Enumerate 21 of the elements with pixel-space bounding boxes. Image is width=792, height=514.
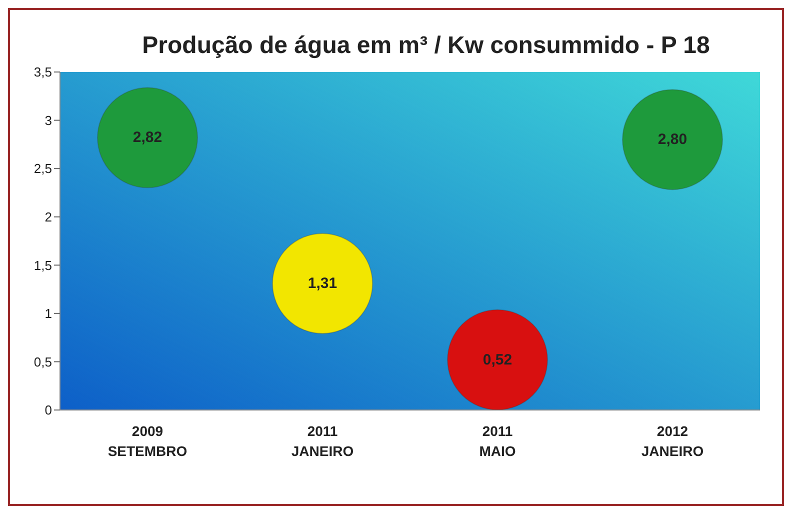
y-tick-label: 0,5 [34,354,52,370]
x-tick-label: 2009 SETEMBRO [108,423,188,459]
y-tick-label: 3 [44,112,52,128]
y-tick-label: 3,5 [34,64,52,80]
x-tick-label: 2011 MAIO [479,423,516,459]
data-label: 2,82 [132,129,162,146]
point [272,232,373,334]
chart-title: Produção de água em m³ / Kw consummido - P 18 [141,32,711,60]
x-tick-label: 2011 JANEIRO [291,423,354,459]
data-label: 2,80 [658,131,688,148]
y-tick-label: 1,5 [34,258,52,273]
point [622,89,723,190]
y-tick-label: 0 [44,402,52,418]
point [97,87,198,188]
y-tick-label: 2,5 [34,161,52,176]
y-tick-label: 1 [44,306,52,322]
data-label: 1,31 [308,274,338,292]
x-tick-label: 2012 JANEIRO [641,423,704,459]
y-tick-label: 2 [44,209,52,224]
point [447,309,548,410]
data-label: 0,52 [482,351,512,368]
